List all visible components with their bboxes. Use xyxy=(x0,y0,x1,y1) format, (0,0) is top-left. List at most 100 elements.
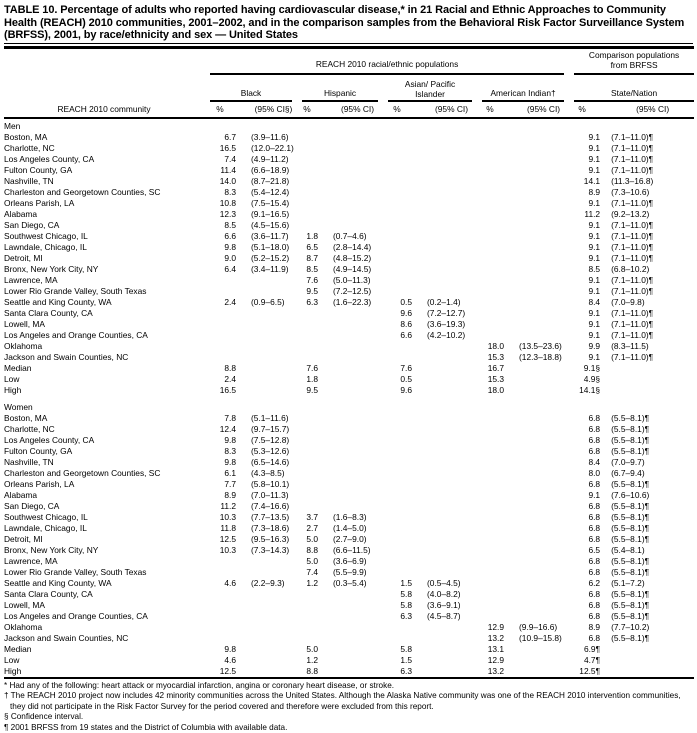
percent-cell xyxy=(296,611,326,622)
ci-cell xyxy=(604,644,694,655)
percent-cell xyxy=(204,352,244,363)
percent-cell xyxy=(382,132,420,143)
percent-cell xyxy=(296,468,326,479)
ci-cell xyxy=(326,143,382,154)
community-name: Nashville, TN xyxy=(4,457,204,468)
percent-cell xyxy=(382,413,420,424)
percent-cell xyxy=(296,198,326,209)
ci-column-header: (95% CI) xyxy=(326,104,382,118)
ci-cell xyxy=(512,446,568,457)
ci-cell xyxy=(326,198,382,209)
ci-cell xyxy=(512,644,568,655)
percent-cell: 9.8 xyxy=(204,242,244,253)
ci-cell xyxy=(512,264,568,275)
percent-cell: 6.8 xyxy=(568,534,604,545)
ci-cell: (5.5–8.1)¶ xyxy=(604,479,694,490)
ci-cell xyxy=(512,143,568,154)
percent-cell: 8.7 xyxy=(296,253,326,264)
ci-cell xyxy=(326,622,382,633)
percent-column-header: % xyxy=(296,104,326,118)
percent-cell: 9.9 xyxy=(568,341,604,352)
ci-cell: (4.0–8.2) xyxy=(420,589,476,600)
section-label: Women xyxy=(4,400,694,413)
ci-cell xyxy=(326,457,382,468)
ci-cell xyxy=(326,633,382,644)
ci-cell: (11.3–16.8) xyxy=(604,176,694,187)
ci-cell xyxy=(326,352,382,363)
percent-cell: 6.8 xyxy=(568,633,604,644)
ci-cell xyxy=(420,633,476,644)
ci-cell xyxy=(512,154,568,165)
ci-cell: (2.8–14.4) xyxy=(326,242,382,253)
percent-cell: 9.1 xyxy=(568,352,604,363)
ci-cell xyxy=(244,644,296,655)
percent-cell xyxy=(382,501,420,512)
percent-cell xyxy=(204,286,244,297)
ci-cell: (5.1–7.2) xyxy=(604,578,694,589)
ci-cell xyxy=(512,231,568,242)
percent-cell xyxy=(296,479,326,490)
group-header-asian: Asian/ Pacific Islander xyxy=(388,79,472,102)
ci-cell xyxy=(512,275,568,286)
percent-cell xyxy=(382,556,420,567)
community-column-header: REACH 2010 community xyxy=(4,104,204,118)
percent-cell: 9.6 xyxy=(382,385,420,396)
percent-cell: 6.5 xyxy=(568,545,604,556)
percent-cell: 5.8 xyxy=(382,644,420,655)
percent-cell: 15.3 xyxy=(476,352,512,363)
percent-cell: 12.3 xyxy=(204,209,244,220)
ci-cell: (7.0–11.3) xyxy=(244,490,296,501)
ci-cell: (5.4–12.4) xyxy=(244,187,296,198)
group-header-black: Black xyxy=(210,88,292,102)
percent-cell xyxy=(382,187,420,198)
percent-cell: 9.8 xyxy=(204,457,244,468)
percent-cell xyxy=(204,308,244,319)
ci-cell xyxy=(326,468,382,479)
ci-cell: (7.1–11.0)¶ xyxy=(604,253,694,264)
ci-cell: (7.1–11.0)¶ xyxy=(604,143,694,154)
percent-cell: 14.0 xyxy=(204,176,244,187)
percent-cell xyxy=(296,187,326,198)
percent-cell xyxy=(296,600,326,611)
ci-cell: (1.6–8.3) xyxy=(326,512,382,523)
percent-cell: 5.0 xyxy=(296,644,326,655)
ci-cell: (7.3–14.3) xyxy=(244,545,296,556)
percent-cell xyxy=(382,341,420,352)
percent-cell xyxy=(476,611,512,622)
ci-cell: (5.5–8.1)¶ xyxy=(604,523,694,534)
percent-cell: 1.2 xyxy=(296,655,326,666)
ci-cell xyxy=(512,198,568,209)
percent-cell xyxy=(476,132,512,143)
percent-column-header: % xyxy=(476,104,512,118)
percent-cell xyxy=(476,490,512,501)
percent-cell: 9.1 xyxy=(568,154,604,165)
percent-cell: 9.1 xyxy=(568,198,604,209)
ci-cell xyxy=(512,374,568,385)
percent-cell xyxy=(476,424,512,435)
ci-cell xyxy=(326,644,382,655)
percent-cell xyxy=(476,468,512,479)
ci-cell: (7.5–15.4) xyxy=(244,198,296,209)
ci-cell: (5.5–8.1)¶ xyxy=(604,611,694,622)
community-name: Alabama xyxy=(4,209,204,220)
percent-cell: 6.8 xyxy=(568,479,604,490)
ci-cell: (7.1–11.0)¶ xyxy=(604,242,694,253)
percent-cell xyxy=(382,242,420,253)
ci-cell: (5.1–18.0) xyxy=(244,242,296,253)
community-name: Charlotte, NC xyxy=(4,424,204,435)
percent-cell xyxy=(296,457,326,468)
percent-cell: 15.3 xyxy=(476,374,512,385)
ci-cell: (9.2–13.2) xyxy=(604,209,694,220)
percent-cell xyxy=(382,198,420,209)
ci-cell xyxy=(326,308,382,319)
ci-cell xyxy=(326,655,382,666)
ci-cell: (10.9–15.8) xyxy=(512,633,568,644)
percent-cell: 8.8 xyxy=(204,363,244,374)
percent-cell xyxy=(476,534,512,545)
percent-cell xyxy=(476,413,512,424)
community-name: Low xyxy=(4,374,204,385)
